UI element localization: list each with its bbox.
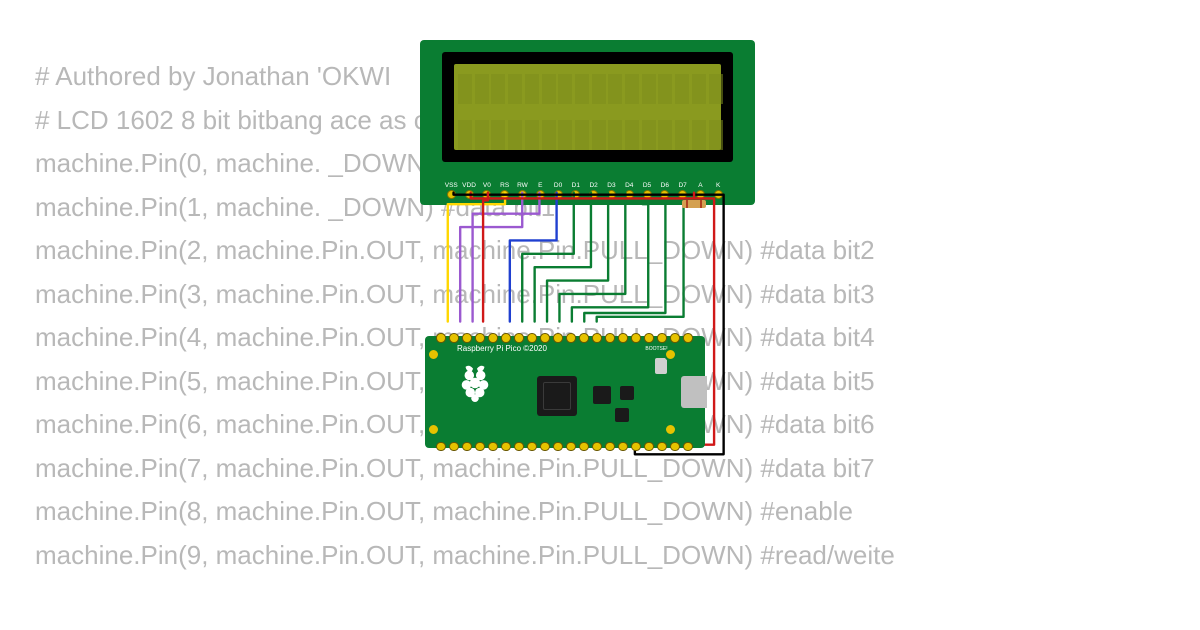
code-line: # LCD 1602 8 bit bitbang ace as car tach… — [35, 99, 1200, 143]
code-line: machine.Pin(6, machine.Pin.OUT, machine.… — [35, 403, 1200, 447]
code-line: machine.Pin(2, machine.Pin.OUT, machine.… — [35, 229, 1200, 273]
code-line: machine.Pin(5, machine.Pin.OUT, machine.… — [35, 360, 1200, 404]
code-line: machine.Pin(9, machine.Pin.OUT, machine.… — [35, 534, 1200, 578]
code-line: machine.Pin(3, machine.Pin.OUT, machine.… — [35, 273, 1200, 317]
code-line: # Authored by Jonathan 'OKWI — [35, 55, 1200, 99]
code-line: machine.Pin(4, machine.Pin.OUT, machine.… — [35, 316, 1200, 360]
code-line: machine.Pin(7, machine.Pin.OUT, machine.… — [35, 447, 1200, 491]
code-line: machine.Pin(0, machine. _DOWN) #data bit… — [35, 142, 1200, 186]
background-code: # Authored by Jonathan 'OKWI# LCD 1602 8… — [35, 55, 1200, 577]
code-line: machine.Pin(8, machine.Pin.OUT, machine.… — [35, 490, 1200, 534]
code-line: machine.Pin(1, machine. _DOWN) #data bit… — [35, 186, 1200, 230]
